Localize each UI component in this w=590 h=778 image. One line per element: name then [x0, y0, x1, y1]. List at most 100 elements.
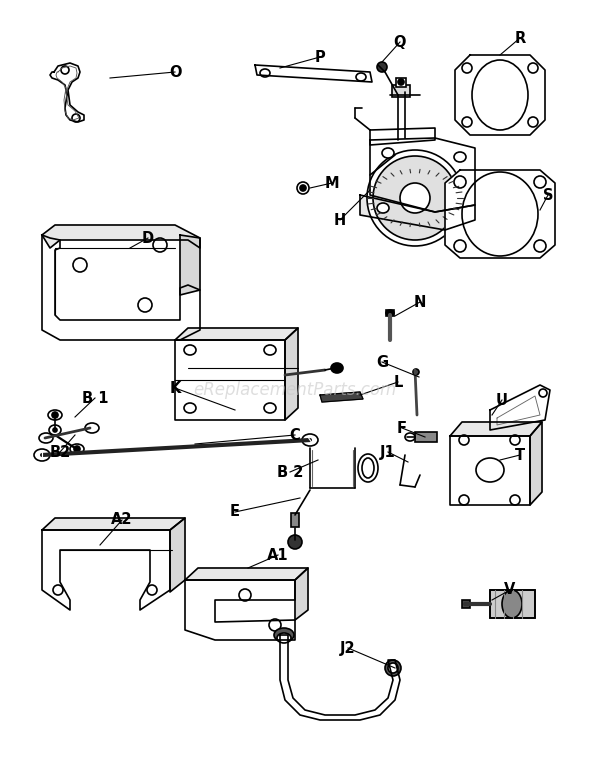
Ellipse shape — [454, 240, 466, 252]
Polygon shape — [255, 65, 372, 82]
Ellipse shape — [264, 403, 276, 413]
Ellipse shape — [534, 240, 546, 252]
Ellipse shape — [184, 403, 196, 413]
Text: N: N — [414, 295, 426, 310]
Bar — [490, 590, 535, 618]
Ellipse shape — [373, 156, 457, 240]
Polygon shape — [175, 340, 285, 420]
Ellipse shape — [413, 369, 419, 375]
Polygon shape — [450, 436, 530, 505]
Text: J2: J2 — [340, 640, 356, 656]
Polygon shape — [285, 328, 298, 420]
Polygon shape — [185, 580, 295, 640]
Polygon shape — [185, 568, 308, 580]
Ellipse shape — [34, 449, 50, 461]
Bar — [386, 310, 394, 316]
Text: B 2: B 2 — [277, 464, 303, 479]
Ellipse shape — [462, 117, 472, 127]
Polygon shape — [320, 392, 363, 402]
Ellipse shape — [398, 79, 404, 85]
Ellipse shape — [454, 152, 466, 162]
Text: V: V — [504, 583, 516, 598]
Text: U: U — [496, 392, 508, 408]
Polygon shape — [50, 63, 84, 122]
Ellipse shape — [269, 619, 281, 631]
Polygon shape — [170, 518, 185, 592]
Ellipse shape — [377, 203, 389, 213]
Ellipse shape — [147, 585, 157, 595]
Bar — [291, 513, 299, 527]
Ellipse shape — [367, 150, 463, 246]
Ellipse shape — [450, 207, 462, 217]
Text: K: K — [169, 380, 181, 395]
Text: T: T — [515, 447, 525, 462]
Bar — [490, 590, 535, 618]
Ellipse shape — [85, 423, 99, 433]
Ellipse shape — [462, 172, 538, 256]
Ellipse shape — [288, 535, 302, 549]
Ellipse shape — [73, 258, 87, 272]
Ellipse shape — [53, 428, 57, 432]
Ellipse shape — [331, 363, 343, 373]
Polygon shape — [530, 422, 542, 505]
Text: A1: A1 — [267, 548, 289, 562]
Ellipse shape — [528, 117, 538, 127]
Ellipse shape — [53, 585, 63, 595]
Ellipse shape — [472, 60, 528, 130]
Ellipse shape — [385, 660, 401, 676]
Polygon shape — [295, 568, 308, 620]
Ellipse shape — [184, 345, 196, 355]
Ellipse shape — [358, 454, 378, 482]
Bar — [462, 600, 470, 608]
Ellipse shape — [534, 176, 546, 188]
Ellipse shape — [377, 62, 387, 72]
Bar — [396, 78, 406, 87]
Ellipse shape — [462, 63, 472, 73]
Text: F: F — [397, 420, 407, 436]
Text: Q: Q — [394, 34, 407, 50]
Ellipse shape — [405, 433, 415, 441]
Polygon shape — [175, 328, 298, 340]
Text: P: P — [314, 50, 325, 65]
Text: M: M — [324, 176, 339, 191]
Ellipse shape — [264, 345, 276, 355]
Ellipse shape — [61, 66, 69, 74]
Ellipse shape — [52, 412, 58, 418]
Ellipse shape — [274, 628, 294, 642]
Text: B2: B2 — [50, 444, 71, 460]
Ellipse shape — [539, 389, 547, 397]
Text: eReplacementParts.com: eReplacementParts.com — [194, 381, 396, 399]
Ellipse shape — [510, 495, 520, 505]
Ellipse shape — [153, 238, 167, 252]
Text: E: E — [230, 504, 240, 520]
Ellipse shape — [362, 458, 374, 478]
Ellipse shape — [459, 435, 469, 445]
Ellipse shape — [476, 458, 504, 482]
Text: L: L — [394, 374, 403, 390]
Text: D: D — [142, 230, 154, 246]
Ellipse shape — [382, 148, 394, 158]
Polygon shape — [360, 195, 475, 230]
Ellipse shape — [49, 425, 61, 435]
Polygon shape — [42, 518, 185, 530]
Text: A2: A2 — [112, 513, 133, 527]
Ellipse shape — [72, 114, 80, 122]
Ellipse shape — [74, 446, 80, 452]
Polygon shape — [180, 235, 200, 295]
Ellipse shape — [300, 185, 306, 191]
Ellipse shape — [502, 590, 522, 618]
Text: C: C — [290, 427, 300, 443]
Ellipse shape — [386, 310, 394, 316]
Polygon shape — [42, 235, 200, 340]
Text: G: G — [376, 355, 388, 370]
Text: J1: J1 — [380, 444, 396, 460]
Ellipse shape — [297, 182, 309, 194]
Text: S: S — [543, 187, 553, 202]
Ellipse shape — [260, 69, 270, 77]
Polygon shape — [445, 170, 555, 258]
Ellipse shape — [454, 176, 466, 188]
Ellipse shape — [277, 633, 291, 643]
Text: H: H — [334, 212, 346, 227]
Text: O: O — [169, 65, 181, 79]
Polygon shape — [280, 635, 400, 720]
